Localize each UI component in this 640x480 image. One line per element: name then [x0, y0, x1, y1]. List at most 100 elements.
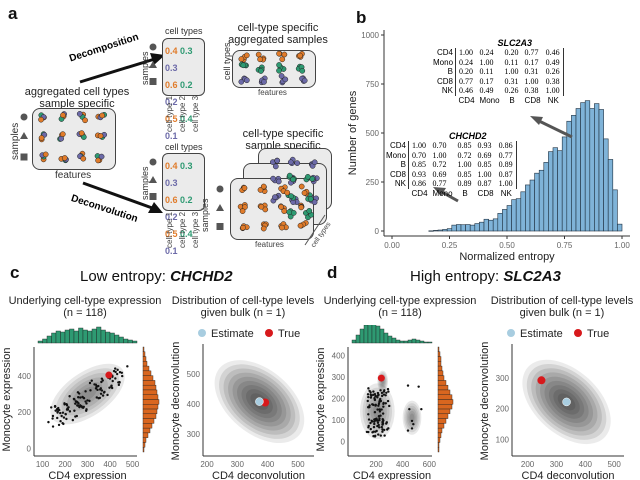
matrix-cell: 0.72 — [457, 150, 472, 160]
scatter-point — [57, 406, 60, 410]
density-contour — [373, 404, 382, 419]
cell-glyph — [298, 204, 305, 211]
aggregated-title-line2: sample specific — [39, 98, 115, 110]
scatter-point — [369, 396, 373, 399]
right-marginal-bar — [142, 389, 158, 395]
matrix-row: B 0.85 0.72 1.00 0.85 0.89 — [383, 160, 517, 170]
cell-glyph — [278, 73, 285, 79]
histogram-bar — [442, 229, 448, 232]
scatter-point — [379, 389, 382, 392]
d-left-title-line1: Underlying cell-type expression — [323, 295, 477, 307]
matrix-cell: 0.24 — [479, 48, 494, 57]
cell-type-cluster — [276, 50, 288, 63]
scatter-point — [417, 385, 420, 388]
cell-glyph — [257, 56, 263, 63]
mixed-cell-cluster — [58, 111, 67, 122]
sample-square-icon — [149, 78, 157, 85]
y-axis-label: Monocyte deconvolution — [170, 342, 182, 461]
scatter-point — [381, 420, 384, 423]
legend-true-label: True — [587, 328, 609, 340]
cell-glyph — [286, 209, 293, 216]
scatter-point — [126, 365, 129, 368]
matrix-cell: 1.00 — [408, 141, 430, 151]
top-marginal-bar — [87, 330, 93, 344]
scatter-point — [366, 399, 369, 403]
scatter-point — [367, 426, 370, 429]
cell-type-cluster — [286, 208, 297, 220]
histogram-bar — [446, 228, 453, 232]
cell-type-cluster — [238, 61, 249, 69]
scatter-point — [82, 405, 85, 409]
y-tick-label: 0 — [375, 227, 380, 236]
matrix-row-label: NK — [441, 86, 454, 95]
matrix-row: CD8 0.93 0.69 0.85 1.00 0.87 — [383, 169, 517, 179]
matrix-col-label: CD4 — [458, 95, 475, 105]
histogram-bar — [612, 189, 618, 232]
scatter-point — [420, 407, 423, 411]
scatter-point — [61, 411, 65, 414]
col-label-cell-type-2: cell type 2 — [178, 211, 187, 248]
matrix-cell: 0.24 — [455, 57, 477, 67]
top-marginal-bar — [415, 339, 421, 344]
scatter-point — [371, 403, 374, 406]
aggregated-ylabel: samples — [10, 122, 21, 160]
right-marginal-bar — [142, 375, 154, 381]
cell-glyph — [276, 67, 282, 74]
scatter-point — [106, 393, 109, 397]
scatter-point — [378, 408, 381, 411]
c-left-title-line2: (n = 118) — [63, 307, 107, 319]
matrix-cell: 0.77 — [524, 48, 539, 57]
scatter-point — [386, 399, 390, 403]
cell-type-cluster — [278, 73, 289, 86]
y-tick-label: 200 — [496, 405, 510, 414]
cell-glyph — [276, 62, 282, 68]
matrix-cell: 0.31 — [524, 67, 539, 76]
cell-glyph — [38, 116, 44, 123]
histogram-bar — [488, 219, 494, 232]
aggregated-xlabel: features — [55, 170, 92, 181]
panel-c-letter: c — [10, 263, 20, 282]
cell-type-cluster — [298, 202, 305, 211]
matrix-cell: 0.93 — [408, 169, 430, 179]
scatter-point — [369, 427, 372, 431]
panel-b-letter: b — [356, 8, 367, 27]
scatter-point — [383, 428, 386, 432]
scatter-point — [53, 404, 57, 408]
d-right-title-line1: Distribution of cell-type levels — [490, 295, 634, 307]
proportion-row: 0.5 0.4 0.1 — [165, 226, 202, 260]
scatter-point — [98, 396, 102, 400]
histogram-bar — [497, 213, 503, 232]
cell-type-cluster — [255, 51, 267, 63]
proportion-row: 0.4 0.3 0.3 — [165, 43, 202, 77]
scatter-point — [373, 435, 377, 438]
right-marginal-bar — [437, 361, 442, 367]
matrix-cell: 0.77 — [455, 76, 477, 86]
scatter-point — [68, 410, 72, 413]
scatter-point — [103, 390, 106, 394]
cell-glyph — [272, 163, 279, 170]
bottom-proportion-matrix: 0.4 0.3 0.3 0.6 0.2 0.2 0.5 0.4 0.1 — [162, 153, 205, 256]
matrix-col-labels: CD4 Mono B CD8 NK — [430, 96, 563, 106]
top-marginal-bar — [427, 341, 433, 344]
proportion-value: 0.2 — [180, 80, 193, 90]
right-marginal-bar — [142, 442, 146, 448]
cell-glyph — [278, 204, 284, 210]
scatter-point — [54, 409, 57, 412]
col-label-cell-type-3: cell type 3 — [191, 95, 200, 132]
matrix-row-label: B — [447, 67, 454, 76]
stack-sample-shapes — [216, 185, 224, 230]
matrix-cell: 1.00 — [479, 57, 494, 67]
right-marginal-bar — [142, 437, 147, 443]
estimate-point — [562, 397, 571, 407]
histogram-bar — [437, 229, 443, 232]
y-tick-label: 250 — [366, 178, 380, 187]
histogram-bar — [529, 179, 535, 232]
scatter-point — [47, 420, 50, 424]
scatter-point — [80, 405, 83, 408]
cell-glyph — [60, 112, 66, 118]
scatter-point — [65, 417, 68, 421]
top-marginal-bar — [391, 337, 397, 344]
matrix-cell: 0.69 — [477, 150, 492, 160]
y-axis-label: Monocyte deconvolution — [480, 342, 491, 461]
matrix-cell: 1.00 — [495, 179, 517, 189]
